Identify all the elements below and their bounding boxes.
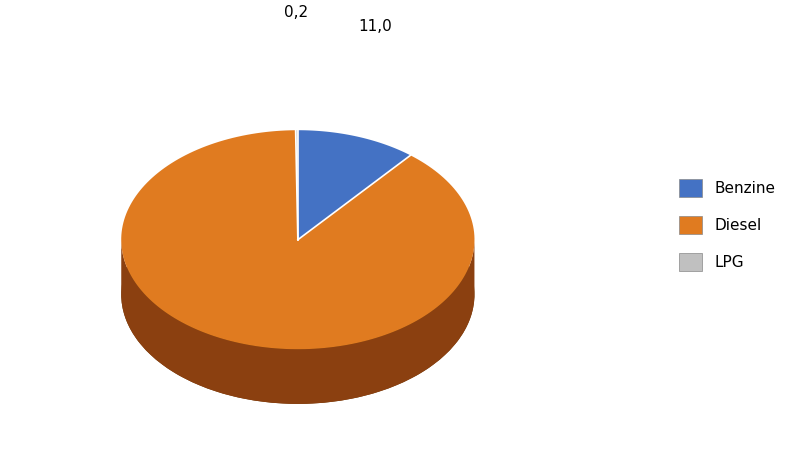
Ellipse shape <box>122 185 474 404</box>
Text: 0,2: 0,2 <box>284 5 308 20</box>
Text: 88,8: 88,8 <box>0 449 1 450</box>
Text: 11,0: 11,0 <box>358 18 392 34</box>
Legend: Benzine, Diesel, LPG: Benzine, Diesel, LPG <box>673 173 782 277</box>
Polygon shape <box>298 130 411 240</box>
Polygon shape <box>122 242 474 404</box>
Polygon shape <box>122 130 474 349</box>
Polygon shape <box>295 130 298 240</box>
